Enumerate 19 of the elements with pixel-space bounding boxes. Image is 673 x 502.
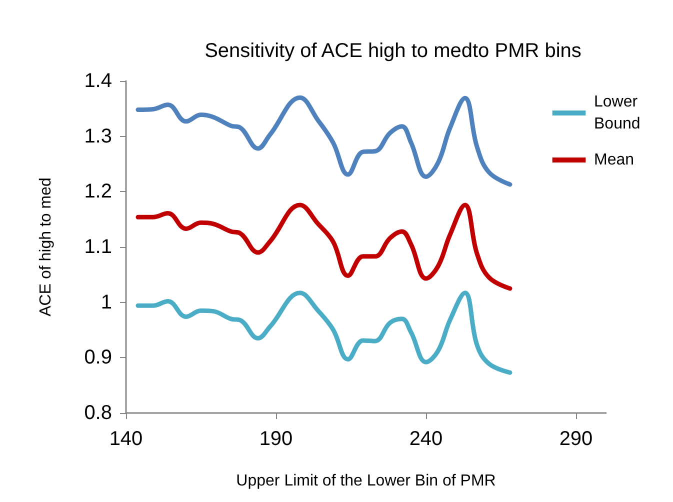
y-tick-label: 0.8 bbox=[84, 402, 112, 424]
line-series bbox=[136, 95, 512, 187]
x-axis-title: Upper Limit of the Lower Bin of PMR bbox=[236, 472, 496, 490]
chart-title: Sensitivity of ACE high to medto PMR bins bbox=[204, 40, 582, 62]
x-tick-label: 290 bbox=[559, 428, 593, 450]
x-tick-label: 240 bbox=[409, 428, 443, 450]
legend-label: Mean bbox=[594, 152, 634, 168]
y-tick-label: 1 bbox=[100, 291, 112, 314]
y-tick-label: 1.3 bbox=[84, 125, 112, 148]
line-series bbox=[136, 290, 512, 375]
x-tick-label: 190 bbox=[259, 428, 293, 450]
y-axis-title: ACE of high to med bbox=[38, 178, 54, 316]
x-tick-label: 140 bbox=[109, 428, 143, 450]
legend-label: Lower Bound bbox=[594, 94, 642, 132]
line-series bbox=[136, 202, 512, 291]
y-tick-label: 1.2 bbox=[84, 180, 112, 203]
y-tick-label: 1.1 bbox=[84, 236, 112, 258]
y-tick-label: 0.9 bbox=[84, 346, 112, 369]
y-tick-label: 1.4 bbox=[84, 70, 112, 92]
